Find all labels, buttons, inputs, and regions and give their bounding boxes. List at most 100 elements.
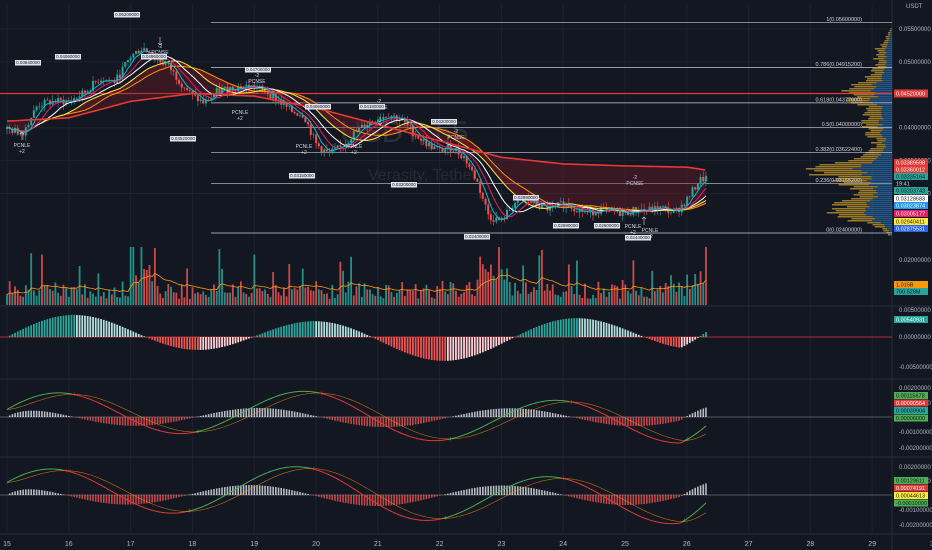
candle-up [376,119,379,123]
osc-hist-bar [94,417,97,422]
candle-down [188,90,191,91]
osc-hist-bar [304,413,307,417]
profile-bar-up [849,88,875,90]
osc-hist-bar [339,495,342,502]
osc-fast-line [469,431,473,434]
osc-fast-line [627,426,631,429]
osc-hist-bar [455,491,457,495]
osc-fast-line [574,402,578,404]
price-box-label: 0.03150000 [290,173,314,178]
profile-bar-down [865,208,892,210]
osc-fast-line [652,520,656,522]
candle-down [385,117,388,118]
osc-fast-line [95,401,99,404]
candle-down [355,131,358,132]
osc-fast-line [611,500,615,504]
price-box-label: 0.02400000 [465,234,489,239]
profile-bar-down [877,104,892,106]
macd-bar [570,318,573,337]
volume-bar-up [113,287,116,305]
candle-down [301,115,304,118]
profile-bar-up [861,120,880,122]
osc-hist-bar [398,417,401,427]
volume-bar-up [629,293,632,305]
profile-bar-down [885,144,892,146]
macd-bar [315,321,318,337]
price-axis[interactable]: USDT0.055000000.050000000.040000000.0350… [894,4,932,529]
volume-bar-down [565,291,568,305]
osc-hist-bar [213,413,215,417]
macd-bar [662,337,664,344]
osc-hist-bar [57,493,59,495]
profile-bar-up [864,76,882,78]
osc-hist-bar [100,495,102,503]
volume-bar-up [360,296,363,305]
signal-label: -2 [255,73,260,79]
osc-hist-bar [420,495,422,501]
macd-bar [476,337,479,355]
candle-up [212,94,215,98]
macd-bar [651,337,654,341]
volume-bar-down [110,294,113,305]
osc-fast-line [208,502,212,505]
osc-hist-bar [530,487,533,495]
macd-bar [554,320,557,337]
osc-fast-line [377,420,381,424]
candle-up [428,142,431,147]
profile-bar-up [857,104,878,106]
osc-hist-bar [465,489,468,495]
osc-hist-bar [113,495,116,505]
candle-up [32,110,35,118]
price-label: 0.03005177 [896,212,925,218]
osc-fast-line [447,515,451,518]
osc-hist-bar [705,407,707,417]
osc-hist-bar [460,414,463,417]
osc-fast-line [461,510,465,513]
profile-bar-up [846,98,871,100]
macd-bar [387,337,390,346]
time-axis[interactable]: 15161718192021222324252627282930 [3,541,932,548]
candle-up [366,124,369,128]
candle-up [288,105,291,107]
price-box [15,60,41,66]
osc-fast-line [197,507,201,509]
osc-hist-bar [527,409,530,417]
osc-fast-line [681,440,685,443]
osc-hist-bar [186,417,188,420]
macd-bar [629,331,632,337]
osc-hist-bar [65,415,67,417]
osc-fast-line [579,483,583,486]
macd-bar [328,322,331,337]
price-label: 0.03360012 [896,168,925,174]
volume-bar-down [605,296,608,305]
osc-hist-bar [326,495,328,499]
candle-down [83,90,86,93]
osc-fast-line [146,508,150,510]
osc-fast-line [22,399,27,402]
volume-bar-down [516,290,519,305]
osc-hist-bar [495,408,498,417]
macd-bar [533,327,535,337]
osc-hist-bar [76,495,78,498]
osc-hist-bar [414,417,417,425]
candle-down [285,102,288,107]
osc-hist-bar [323,417,326,419]
osc-fast-line [662,440,666,443]
osc-hist-bar [611,417,613,425]
osc-fast-line [678,521,682,524]
osc-fast-line [485,497,489,500]
volume-bar-down [59,295,62,305]
osc-hist-bar [191,417,194,418]
osc-fast-line [39,394,43,396]
macd-bar [632,332,635,337]
osc-hist-bar [463,489,465,495]
candle-up [516,198,519,203]
volume-bar-up [116,296,119,305]
osc-hist-bar [210,413,213,417]
profile-bar-up [847,220,873,222]
candle-up [393,115,396,117]
volume-bar-down [489,264,492,305]
candle-up [495,217,498,222]
candle-down [479,181,482,193]
osc-hist-bar [484,410,487,417]
